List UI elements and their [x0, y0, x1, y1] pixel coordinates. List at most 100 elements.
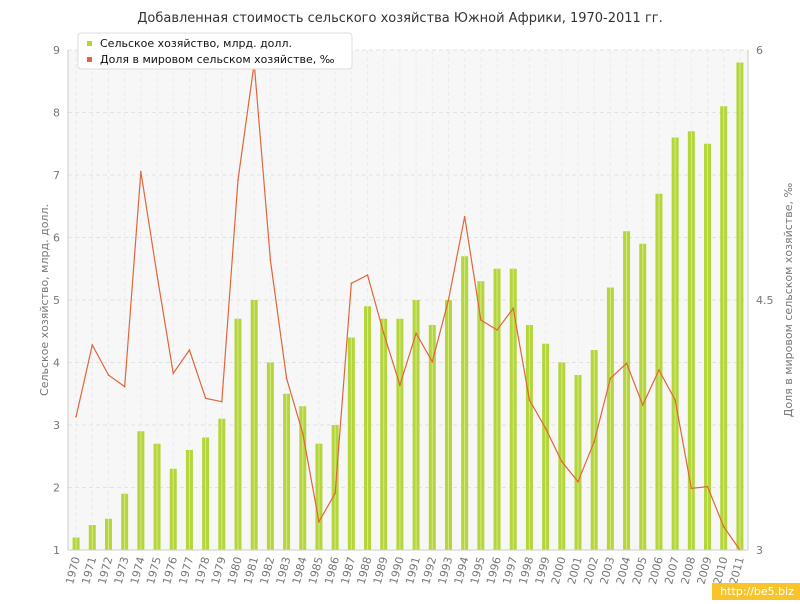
chart-title: Добавленная стоимость сельского хозяйств… [137, 11, 663, 26]
share-point [658, 369, 660, 371]
y-tick-label: 7 [53, 169, 60, 182]
share-point [480, 319, 482, 321]
y2-tick-label: 4.5 [756, 294, 774, 307]
bar [380, 318, 388, 550]
bar [218, 418, 226, 550]
share-point [75, 415, 77, 418]
bar [720, 106, 728, 550]
share-point [188, 349, 191, 351]
bar [671, 137, 679, 550]
share-point [285, 377, 288, 380]
bar [477, 281, 485, 550]
share-point [722, 525, 725, 528]
share-point [431, 360, 434, 363]
legend-swatch-line [87, 57, 92, 62]
share-point [463, 215, 466, 218]
share-point [350, 282, 353, 285]
share-point [625, 362, 628, 365]
share-point [706, 485, 709, 488]
share-point [577, 480, 579, 483]
share-point [318, 520, 320, 523]
bar [364, 306, 372, 550]
y-tick-label: 6 [53, 232, 60, 245]
share-point [561, 460, 563, 463]
bar [412, 300, 420, 550]
bar [347, 337, 355, 550]
y2-tick-label: 3 [756, 544, 763, 557]
y-tick-label: 2 [53, 482, 60, 495]
bar [704, 143, 712, 550]
y2-tick-label: 6 [756, 44, 763, 57]
legend-swatch-bars [87, 41, 92, 46]
bar [283, 393, 291, 550]
share-point [221, 400, 223, 403]
bar [525, 325, 533, 550]
bar [315, 443, 323, 550]
share-point [544, 427, 547, 430]
bar [590, 350, 598, 550]
share-point [269, 259, 272, 261]
share-point [528, 399, 531, 401]
bar [121, 493, 129, 550]
bar [509, 268, 517, 550]
bar [558, 362, 566, 550]
share-point [641, 404, 644, 406]
bar [623, 231, 631, 550]
bar [396, 318, 404, 550]
bar [493, 268, 501, 550]
bar [736, 62, 744, 550]
y-tick-label: 8 [53, 107, 60, 120]
bar [88, 525, 96, 550]
bar [542, 343, 550, 550]
bar [104, 518, 112, 550]
bar [655, 193, 663, 550]
legend: Сельское хозяйство, млрд. долл. Доля в м… [77, 32, 353, 70]
watermark-link[interactable]: http://be5.biz [712, 583, 800, 600]
bar [639, 243, 647, 550]
share-point [674, 399, 676, 401]
legend-label-line: Доля в мировом сельском хозяйстве, ‰ [100, 53, 335, 66]
legend-label-bars: Сельское хозяйство, млрд. долл. [100, 37, 292, 50]
share-point [690, 487, 693, 490]
share-point [366, 274, 369, 276]
bar [250, 300, 258, 550]
bar [574, 375, 582, 550]
share-point [301, 432, 304, 435]
bar [169, 468, 177, 550]
y-tick-label: 3 [53, 419, 60, 432]
share-point [593, 440, 595, 443]
bar [461, 256, 469, 550]
share-point [91, 344, 94, 346]
bar [428, 325, 436, 550]
share-point [382, 332, 385, 335]
share-point [123, 385, 126, 388]
y-tick-label: 9 [53, 44, 60, 57]
bar [153, 443, 161, 550]
y-tick-label: 4 [53, 357, 60, 370]
y-tick-label: 1 [53, 544, 60, 557]
share-point [237, 179, 239, 181]
share-point [334, 492, 336, 495]
bar [606, 287, 614, 550]
share-point [512, 307, 515, 310]
share-point [447, 299, 450, 301]
bar [299, 406, 307, 550]
bar [185, 450, 193, 550]
share-point [156, 274, 158, 276]
legend-box [77, 32, 353, 70]
y-axis-label: Сельское хозяйство, млрд. долл. [38, 204, 51, 396]
bar [202, 437, 210, 550]
y-tick-label: 5 [53, 294, 60, 307]
bar [72, 537, 80, 550]
share-point [496, 329, 498, 331]
bar [266, 362, 274, 550]
bars [72, 62, 744, 550]
share-point [609, 377, 612, 380]
y2-axis-label: Доля в мировом сельском хозяйстве, ‰ [782, 183, 795, 418]
bar [687, 131, 695, 550]
share-point [415, 332, 417, 335]
share-point [140, 170, 142, 173]
share-point [204, 397, 207, 400]
bar [444, 300, 452, 550]
